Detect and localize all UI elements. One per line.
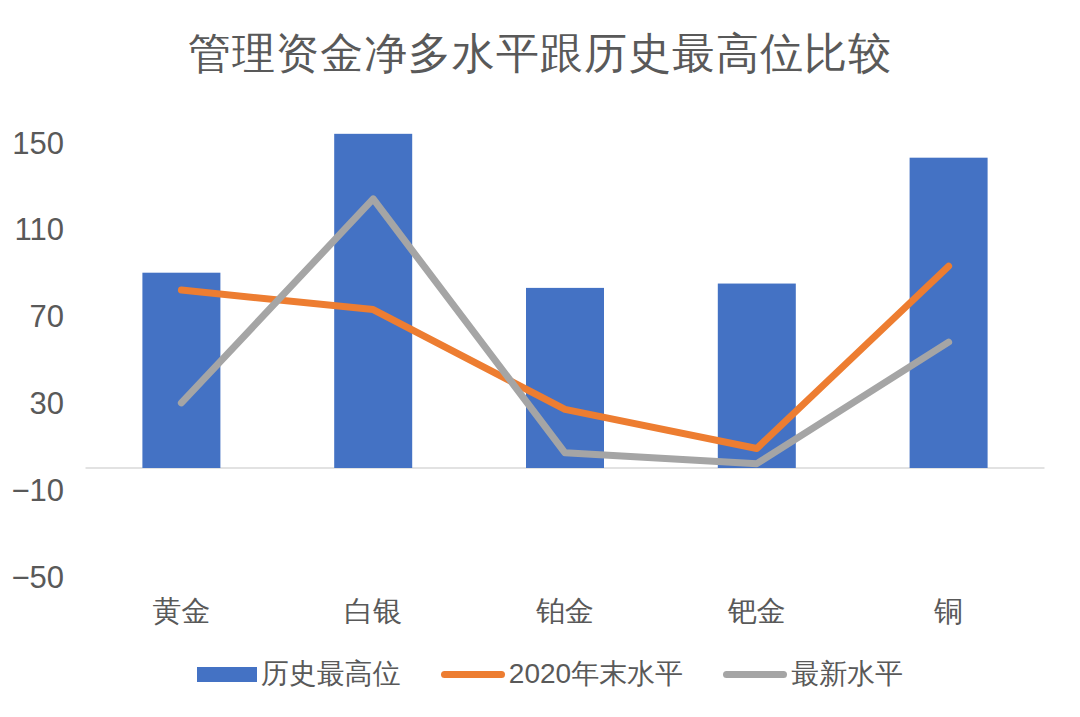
bar — [910, 158, 988, 468]
legend-line-swatch-2020 — [441, 671, 505, 678]
legend: 历史最高位 2020年末水平 最新水平 — [0, 655, 1080, 693]
plot-area: 150 110 70 30 −10 −50 黄金 白银 铂金 钯金 铜 — [0, 0, 1080, 717]
y-axis-labels-group: 150 110 70 30 −10 −50 — [11, 126, 64, 595]
y-tick-label: 150 — [12, 126, 64, 161]
legend-label-2020-level: 2020年末水平 — [509, 655, 683, 693]
legend-item-2020-level: 2020年末水平 — [441, 655, 683, 693]
legend-item-latest-level: 最新水平 — [723, 655, 903, 693]
x-category-label: 铜 — [933, 595, 963, 627]
y-tick-label: 30 — [30, 386, 64, 421]
legend-line-swatch-latest — [723, 671, 787, 678]
y-tick-label: 70 — [30, 299, 64, 334]
legend-label-historical-high: 历史最高位 — [261, 655, 401, 693]
legend-label-latest-level: 最新水平 — [791, 655, 903, 693]
legend-bar-swatch — [197, 667, 257, 682]
y-tick-label: 110 — [15, 212, 64, 247]
x-category-label: 钯金 — [727, 595, 786, 627]
x-category-label: 白银 — [344, 595, 402, 627]
bar — [526, 288, 604, 468]
y-tick-label: −50 — [11, 560, 64, 595]
x-category-label: 铂金 — [536, 595, 594, 627]
x-axis-labels-group: 黄金 白银 铂金 钯金 铜 — [152, 595, 963, 627]
bar — [334, 134, 412, 468]
legend-item-historical-high: 历史最高位 — [197, 655, 401, 693]
y-tick-label: −10 — [11, 473, 64, 508]
x-category-label: 黄金 — [152, 595, 210, 627]
